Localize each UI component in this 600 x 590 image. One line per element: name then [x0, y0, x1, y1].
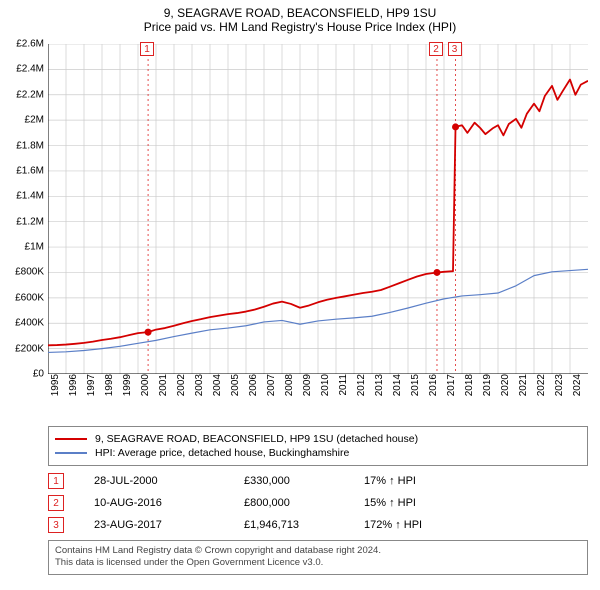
- x-tick-label: 2000: [138, 374, 151, 396]
- y-tick-label: £600K: [15, 292, 48, 303]
- x-tick-label: 2001: [156, 374, 169, 396]
- x-tick-label: 2007: [264, 374, 277, 396]
- x-tick-label: 2024: [570, 374, 583, 396]
- x-tick-label: 1998: [102, 374, 115, 396]
- y-tick-label: £2.6M: [16, 39, 48, 50]
- chart-container: 9, SEAGRAVE ROAD, BEACONSFIELD, HP9 1SU …: [0, 0, 600, 590]
- x-tick-label: 2003: [192, 374, 205, 396]
- legend: 9, SEAGRAVE ROAD, BEACONSFIELD, HP9 1SU …: [48, 426, 588, 466]
- x-tick-label: 2021: [516, 374, 529, 396]
- legend-swatch: [55, 452, 87, 454]
- x-tick-label: 2016: [426, 374, 439, 396]
- y-tick-label: £1M: [25, 242, 48, 253]
- sale-pct: 15% ↑ HPI: [364, 497, 454, 509]
- sale-date: 10-AUG-2016: [94, 497, 244, 509]
- event-badge: 1: [140, 42, 154, 56]
- sale-badge: 3: [48, 517, 64, 533]
- x-tick-label: 2022: [534, 374, 547, 396]
- y-tick-label: £200K: [15, 343, 48, 354]
- y-tick-label: £1.8M: [16, 140, 48, 151]
- sale-price: £800,000: [244, 497, 364, 509]
- sale-pct: 17% ↑ HPI: [364, 475, 454, 487]
- sale-date: 28-JUL-2000: [94, 475, 244, 487]
- footer-line1: Contains HM Land Registry data © Crown c…: [55, 545, 581, 557]
- legend-label: 9, SEAGRAVE ROAD, BEACONSFIELD, HP9 1SU …: [95, 433, 418, 445]
- x-tick-label: 1997: [84, 374, 97, 396]
- legend-row: HPI: Average price, detached house, Buck…: [55, 447, 581, 459]
- legend-swatch: [55, 438, 87, 440]
- x-tick-label: 1996: [66, 374, 79, 396]
- y-tick-label: £800K: [15, 267, 48, 278]
- sale-price: £330,000: [244, 475, 364, 487]
- y-tick-label: £1.4M: [16, 191, 48, 202]
- x-tick-label: 2004: [210, 374, 223, 396]
- x-tick-label: 2008: [282, 374, 295, 396]
- y-tick-label: £2M: [25, 115, 48, 126]
- x-tick-label: 2018: [462, 374, 475, 396]
- sale-badge: 1: [48, 473, 64, 489]
- chart-svg: [48, 44, 588, 374]
- x-tick-label: 2020: [498, 374, 511, 396]
- footer-line2: This data is licensed under the Open Gov…: [55, 557, 581, 569]
- x-tick-label: 2009: [300, 374, 313, 396]
- x-tick-label: 2011: [336, 374, 349, 396]
- y-tick-label: £1.2M: [16, 216, 48, 227]
- event-badge: 3: [448, 42, 462, 56]
- legend-label: HPI: Average price, detached house, Buck…: [95, 447, 349, 459]
- x-tick-label: 2013: [372, 374, 385, 396]
- sale-badge: 2: [48, 495, 64, 511]
- y-tick-label: £400K: [15, 318, 48, 329]
- legend-row: 9, SEAGRAVE ROAD, BEACONSFIELD, HP9 1SU …: [55, 433, 581, 445]
- x-tick-label: 2017: [444, 374, 457, 396]
- y-tick-label: £2.2M: [16, 89, 48, 100]
- y-tick-label: £2.4M: [16, 64, 48, 75]
- sales-table: 1 28-JUL-2000£330,00017% ↑ HPI 2 10-AUG-201…: [48, 470, 588, 536]
- x-tick-label: 2002: [174, 374, 187, 396]
- x-tick-label: 1995: [48, 374, 61, 396]
- x-tick-label: 2019: [480, 374, 493, 396]
- sale-row: 2 10-AUG-2016£800,00015% ↑ HPI: [48, 492, 588, 514]
- x-tick-label: 1999: [120, 374, 133, 396]
- chart-area: £0£200K£400K£600K£800K£1M£1.2M£1.4M£1.6M…: [48, 44, 588, 374]
- sale-price: £1,946,713: [244, 519, 364, 531]
- x-tick-label: 2006: [246, 374, 259, 396]
- x-tick-label: 2023: [552, 374, 565, 396]
- sale-pct: 172% ↑ HPI: [364, 519, 454, 531]
- chart-title: 9, SEAGRAVE ROAD, BEACONSFIELD, HP9 1SU: [0, 0, 600, 20]
- footer: Contains HM Land Registry data © Crown c…: [48, 540, 588, 575]
- sale-row: 3 23-AUG-2017£1,946,713172% ↑ HPI: [48, 514, 588, 536]
- x-tick-label: 2015: [408, 374, 421, 396]
- y-tick-label: £1.6M: [16, 165, 48, 176]
- x-tick-label: 2012: [354, 374, 367, 396]
- x-tick-label: 2010: [318, 374, 331, 396]
- sale-date: 23-AUG-2017: [94, 519, 244, 531]
- chart-subtitle: Price paid vs. HM Land Registry's House …: [0, 20, 600, 38]
- x-tick-label: 2014: [390, 374, 403, 396]
- sale-row: 1 28-JUL-2000£330,00017% ↑ HPI: [48, 470, 588, 492]
- x-tick-label: 2005: [228, 374, 241, 396]
- event-badge: 2: [429, 42, 443, 56]
- y-tick-label: £0: [33, 369, 48, 380]
